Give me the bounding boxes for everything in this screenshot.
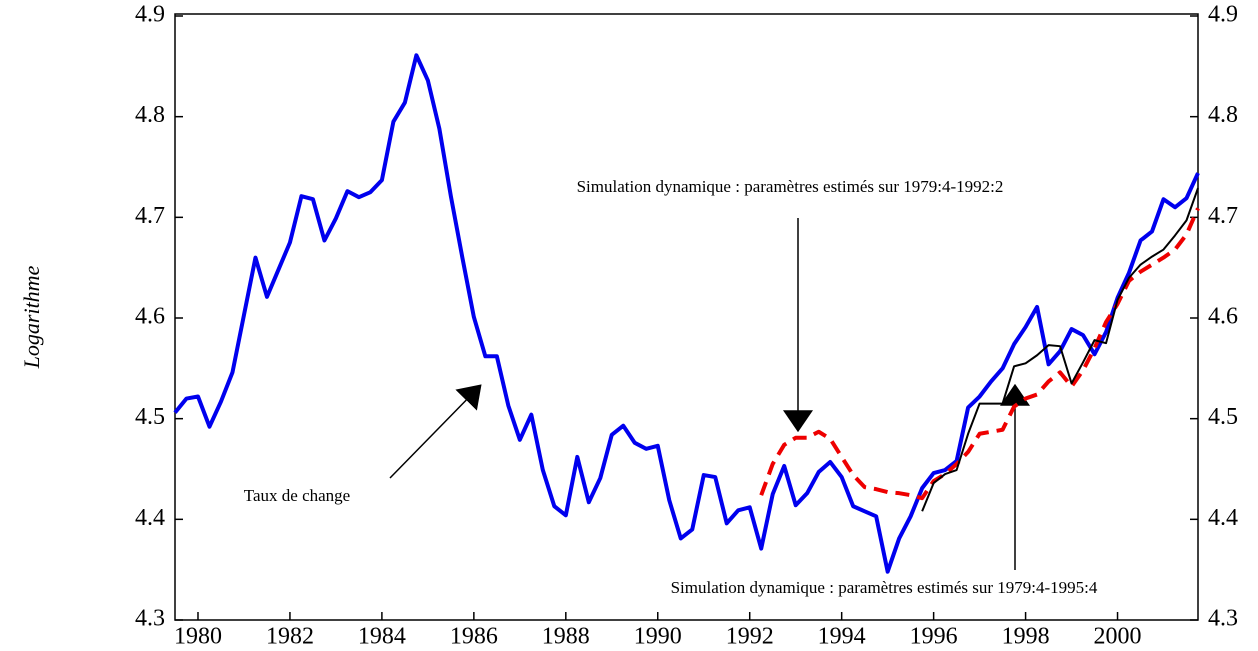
x-tick-label: 1980 [174, 624, 222, 650]
x-tick-label: 1988 [542, 624, 590, 650]
y2-tick-label: 4.9 [1208, 2, 1238, 28]
x-tick-label: 1984 [358, 624, 406, 650]
annotation-arrow [389, 384, 482, 479]
y2-tick-label: 4.7 [1208, 203, 1238, 229]
x-tick-label: 1992 [726, 624, 774, 650]
y2-tick-label: 4.3 [1208, 606, 1238, 632]
series-line [173, 53, 1200, 574]
plot-frame [174, 13, 1199, 621]
y-tick-label: 4.5 [135, 404, 165, 430]
series-line [921, 187, 1199, 512]
y2-tick-label: 4.4 [1208, 505, 1238, 531]
annotation: Taux de change [244, 486, 350, 505]
y2-tick-label: 4.8 [1208, 102, 1238, 128]
y2-tick-label: 4.6 [1208, 304, 1238, 330]
x-tick-label: 1994 [818, 624, 866, 650]
x-tick-label: 1996 [910, 624, 958, 650]
y-axis-label: Logarithme [19, 265, 44, 369]
series-line [759, 207, 1200, 501]
annotation: Simulation dynamique : paramètres estimé… [577, 177, 1004, 196]
x-tick-label: 2000 [1094, 624, 1142, 650]
x-tick-label: 1998 [1002, 624, 1050, 650]
y-tick-label: 4.8 [135, 102, 165, 128]
y-tick-label: 4.9 [135, 2, 165, 28]
x-tick-label: 1990 [634, 624, 682, 650]
y-tick-label: 4.7 [135, 203, 165, 229]
y-tick-label: 4.6 [135, 304, 165, 330]
y-tick-label: 4.4 [135, 505, 165, 531]
y-tick-label: 4.3 [135, 606, 165, 632]
y2-tick-label: 4.5 [1208, 404, 1238, 430]
x-tick-label: 1986 [450, 624, 498, 650]
annotation: Simulation dynamique : paramètres estimé… [671, 578, 1098, 597]
x-tick-label: 1982 [266, 624, 314, 650]
